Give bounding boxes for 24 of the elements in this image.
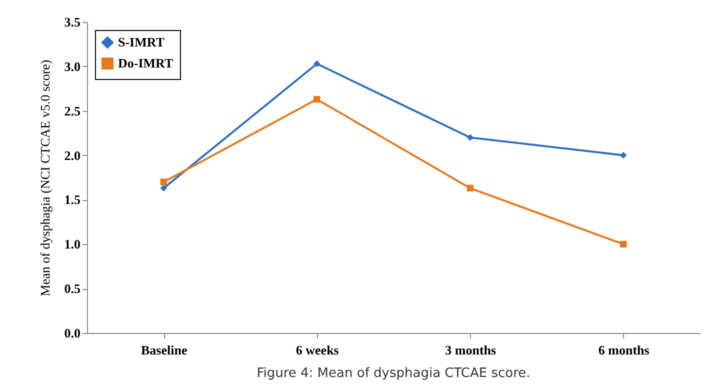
y-tick-label: 2.0: [64, 148, 80, 163]
y-axis-title: Mean of dysphagia (NCI CTCAE v5.0 score): [37, 60, 52, 296]
point: [466, 134, 474, 141]
y-tick-label: 0.0: [64, 326, 80, 340]
y-tick-label: 3.0: [64, 58, 80, 74]
y-tick-label: 3.5: [64, 14, 81, 30]
y-tick-label: 1.0: [64, 236, 80, 252]
legend-label: Do-IMRT: [118, 56, 174, 70]
point: [160, 184, 167, 192]
legend-label: S-IMRT: [118, 34, 165, 50]
y-tick-label: 1.5: [64, 192, 81, 208]
point: [620, 240, 627, 248]
x-tick-label: 6 weeks: [296, 342, 339, 358]
y-tick-label: 2.5: [64, 103, 81, 118]
point: [620, 152, 627, 159]
x-tick-label: Baseline: [141, 342, 188, 358]
point: [314, 60, 320, 68]
caption: Figure 4: Mean of dysphagia CTCAE score.: [256, 366, 530, 381]
x-tick-label: 3 months: [445, 342, 496, 358]
point: [466, 184, 474, 192]
y-tick-label: 0.5: [64, 281, 81, 296]
point: [314, 96, 320, 103]
x-tick-label: 6 months: [598, 342, 650, 358]
point: [160, 178, 167, 186]
